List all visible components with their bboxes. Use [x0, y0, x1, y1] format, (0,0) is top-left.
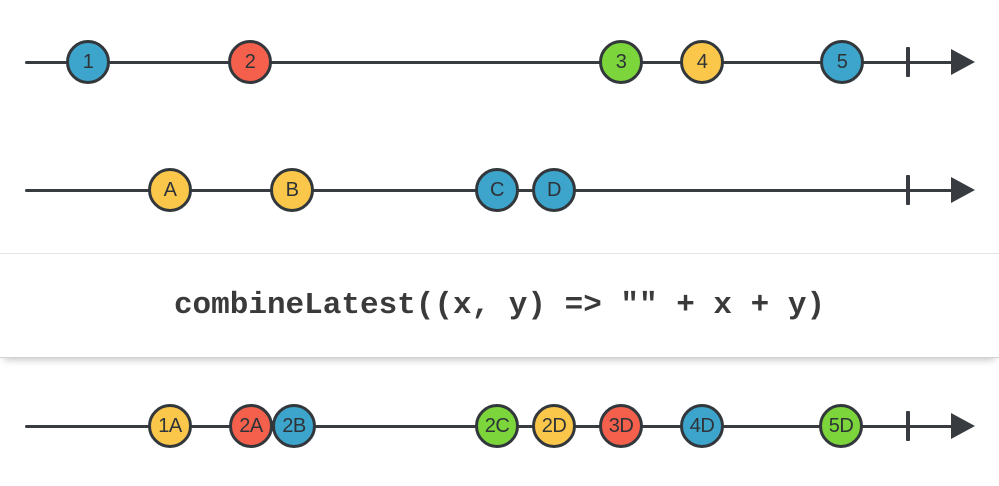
complete-tick [906, 411, 910, 441]
arrow-head-icon [951, 49, 975, 75]
marble-2C: 2C [475, 404, 519, 448]
marble-2B: 2B [272, 404, 316, 448]
marble-4[interactable]: 4 [680, 40, 724, 84]
marble-2[interactable]: 2 [228, 40, 272, 84]
marble-5[interactable]: 5 [820, 40, 864, 84]
arrow-head-icon [951, 413, 975, 439]
timeline-line [25, 60, 957, 64]
marble-2A: 2A [229, 404, 273, 448]
complete-tick [906, 47, 910, 77]
marble-1[interactable]: 1 [66, 40, 110, 84]
marble-1A: 1A [148, 404, 192, 448]
operator-label: combineLatest((x, y) => "" + x + y) [173, 288, 826, 323]
marble-A[interactable]: A [148, 168, 192, 212]
marble-D[interactable]: D [532, 168, 576, 212]
marble-4D: 4D [680, 404, 724, 448]
marble-C[interactable]: C [475, 168, 519, 212]
marble-5D: 5D [819, 404, 863, 448]
marble-3[interactable]: 3 [599, 40, 643, 84]
marble-3D: 3D [599, 404, 643, 448]
complete-tick [906, 175, 910, 205]
marble-2D: 2D [532, 404, 576, 448]
arrow-head-icon [951, 177, 975, 203]
operator-box: combineLatest((x, y) => "" + x + y) [0, 253, 999, 358]
marble-B[interactable]: B [270, 168, 314, 212]
